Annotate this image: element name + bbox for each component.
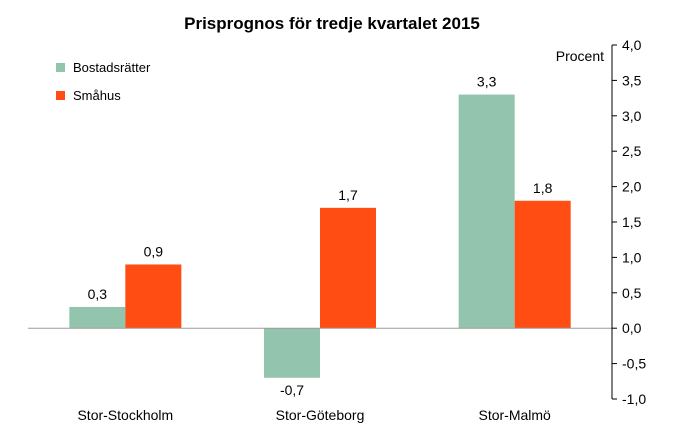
data-label: 3,3 [477, 74, 497, 90]
y-tick-label: 0,0 [622, 320, 642, 336]
data-label: 1,8 [533, 180, 553, 196]
y-tick-label: -1,0 [622, 391, 646, 407]
legend-swatch [56, 91, 65, 100]
axes-group: Stor-Stockholm Stor-Göteborg Stor-Malmö 4,0… [28, 37, 646, 423]
y-tick-label: 1,5 [622, 214, 642, 230]
legend-label: Småhus [73, 88, 121, 103]
bars-group [69, 94, 571, 378]
y-tick-label: 3,5 [622, 72, 642, 88]
chart-title: Prisprognos för tredje kvartalet 2015 [184, 14, 480, 33]
bar [125, 264, 182, 329]
bar [264, 328, 320, 378]
x-tick-label: Stor-Stockholm [77, 407, 173, 423]
legend: Bostadsrätter Småhus [56, 60, 151, 103]
bar [69, 306, 126, 329]
y-tick-label: 0,5 [622, 285, 642, 301]
y-tick-label: 4,0 [622, 37, 642, 53]
y-tick-label: 3,0 [622, 108, 642, 124]
y-axis-unit-label: Procent [556, 48, 604, 64]
x-tick-label: Stor-Göteborg [276, 407, 365, 423]
legend-label: Bostadsrätter [73, 60, 151, 75]
data-label: 1,7 [338, 187, 358, 203]
y-tick-label: -0,5 [622, 356, 646, 372]
bar [458, 94, 515, 329]
data-label: 0,9 [144, 243, 164, 259]
x-tick-label: Stor-Malmö [478, 407, 551, 423]
y-tick-label: 2,5 [622, 143, 642, 159]
y-tick-label: 2,0 [622, 179, 642, 195]
y-tick-label: 1,0 [622, 249, 642, 265]
data-labels-group: 0,3 0,9 -0,7 1,7 3,3 1,8 [88, 74, 553, 398]
bar [320, 207, 376, 329]
data-label: -0,7 [280, 382, 304, 398]
bar [514, 200, 571, 329]
data-label: 0,3 [88, 286, 108, 302]
legend-swatch [56, 63, 65, 72]
